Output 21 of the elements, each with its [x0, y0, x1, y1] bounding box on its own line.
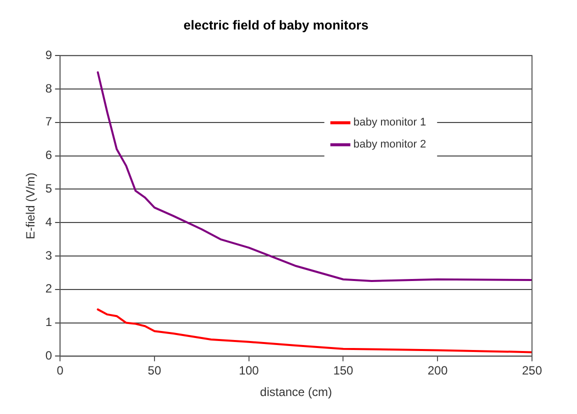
- y-axis-title: E-field (V/m): [24, 172, 38, 240]
- y-tick-label: 4: [45, 214, 52, 229]
- x-tick-label: 0: [56, 364, 64, 378]
- x-tick-label: 250: [522, 364, 542, 378]
- y-tick-label: 7: [45, 114, 52, 129]
- chart-title: electric field of baby monitors: [184, 17, 368, 32]
- legend-label: baby monitor 2: [353, 138, 426, 151]
- x-tick-label: 150: [333, 364, 354, 378]
- y-tick-label: 0: [45, 348, 52, 363]
- y-tick-label: 1: [45, 315, 52, 330]
- y-tick-label: 9: [45, 48, 52, 62]
- y-tick-label: 5: [45, 182, 52, 196]
- y-tick-label: 3: [45, 248, 52, 262]
- x-tick-label: 50: [148, 364, 162, 378]
- y-tick-label: 2: [45, 282, 52, 296]
- x-tick-label: 100: [238, 364, 260, 378]
- legend-label: baby monitor 1: [353, 116, 426, 129]
- x-axis-title: distance (cm): [260, 385, 332, 400]
- x-tick-label: 200: [428, 364, 448, 378]
- y-tick-label: 6: [45, 148, 52, 162]
- y-tick-label: 8: [45, 81, 52, 96]
